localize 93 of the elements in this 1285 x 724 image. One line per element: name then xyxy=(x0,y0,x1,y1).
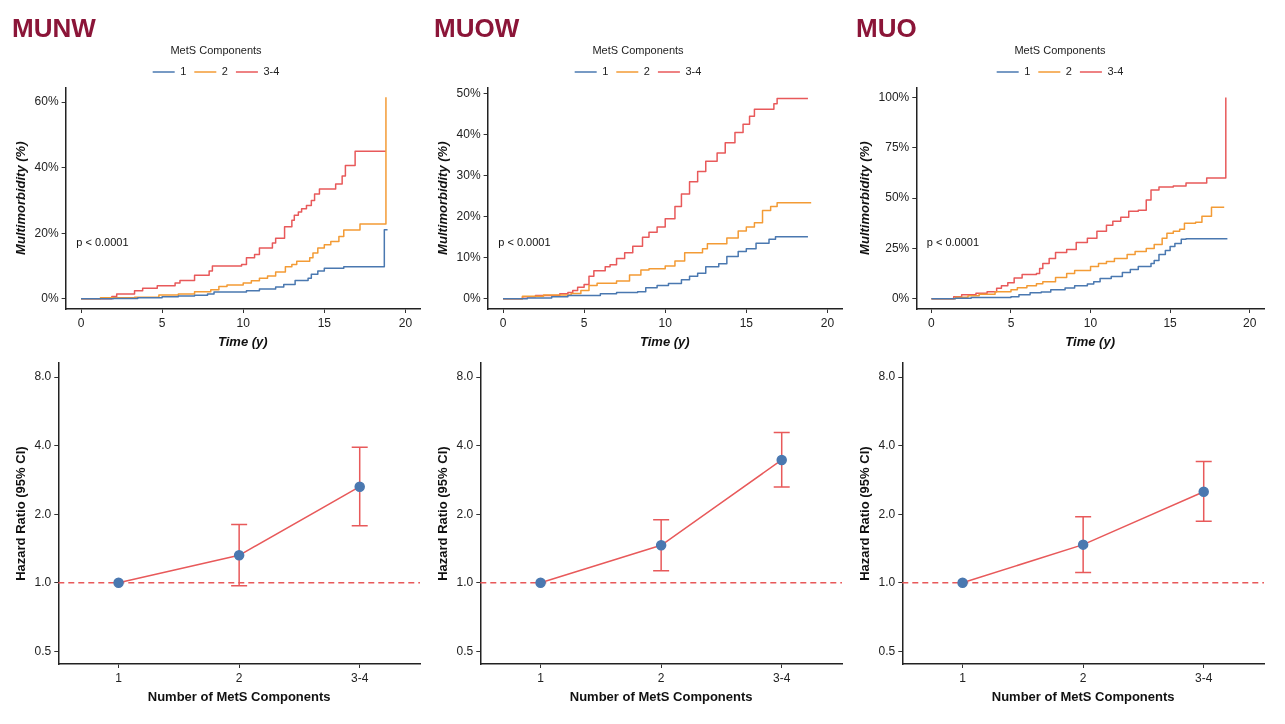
chart-title: MUOW xyxy=(434,12,520,43)
x-tick-label: 5 xyxy=(158,315,166,330)
x-axis-title: Number of MetS Components xyxy=(991,688,1175,704)
x-tick-label: 1 xyxy=(537,670,545,685)
y-tick-label: 50% xyxy=(885,190,910,205)
y-tick-label: 4.0 xyxy=(878,437,896,452)
point xyxy=(354,481,365,492)
point xyxy=(113,577,124,589)
legend-label: 3-4 xyxy=(1107,64,1124,77)
y-tick-label: 8.0 xyxy=(878,369,896,384)
x-tick-label: 0 xyxy=(77,315,85,330)
y-axis-title: Multimorbidity (%) xyxy=(857,141,873,255)
point xyxy=(655,540,667,551)
x-tick-label: 15 xyxy=(1163,315,1178,330)
annotation: p < 0.0001 xyxy=(926,235,980,248)
y-tick-label: 1.0 xyxy=(456,575,474,590)
x-tick-label: 0 xyxy=(499,315,507,330)
y-tick-label: 50% xyxy=(456,85,481,100)
chart-title: MUNW xyxy=(12,12,97,43)
x-axis-title: Number of MetS Components xyxy=(147,688,331,704)
x-tick-label: 2 xyxy=(1079,670,1087,685)
x-tick-label: 20 xyxy=(820,315,835,330)
y-tick-label: 25% xyxy=(885,240,910,255)
x-tick-label: 2 xyxy=(235,670,243,685)
y-tick-label: 20% xyxy=(456,208,481,223)
x-tick-label: 3-4 xyxy=(351,670,369,685)
y-tick-label: 0% xyxy=(41,291,59,306)
x-axis-title: Time (y) xyxy=(1065,333,1115,349)
y-tick-label: 1.0 xyxy=(878,575,896,590)
y-tick-label: 60% xyxy=(34,94,59,109)
x-tick-label: 2 xyxy=(657,670,665,685)
y-tick-label: 0.5 xyxy=(34,643,52,658)
y-tick-label: 0% xyxy=(891,291,910,306)
x-tick-label: 3-4 xyxy=(1195,670,1213,685)
legend-label: 3-4 xyxy=(685,64,702,77)
y-axis-title: Hazard Ratio (95% CI) xyxy=(857,446,873,581)
y-tick-label: 100% xyxy=(878,89,910,104)
x-tick-label: 20 xyxy=(1243,315,1257,330)
x-axis-title: Time (y) xyxy=(640,333,690,349)
legend-title: MetS Components xyxy=(1014,43,1107,56)
x-tick-label: 5 xyxy=(1007,315,1015,330)
y-axis-title: Multimorbidity (%) xyxy=(13,141,29,255)
point xyxy=(535,577,546,589)
legend-label: 3-4 xyxy=(263,64,280,77)
point xyxy=(957,577,968,589)
x-tick-label: 20 xyxy=(398,315,413,330)
x-axis-title: Number of MetS Components xyxy=(569,688,753,704)
point xyxy=(233,550,245,561)
y-tick-label: 2.0 xyxy=(456,506,474,521)
x-tick-label: 1 xyxy=(115,670,123,685)
x-axis-title: Time (y) xyxy=(218,333,268,349)
legend-label: 2 xyxy=(643,64,650,77)
legend-label: 1 xyxy=(602,64,609,77)
legend-label: 2 xyxy=(1065,64,1072,77)
y-tick-label: 2.0 xyxy=(34,506,52,521)
x-tick-label: 5 xyxy=(580,315,588,330)
y-tick-label: 2.0 xyxy=(878,506,896,521)
legend-title: MetS Components xyxy=(170,43,263,56)
chart-title: MUO xyxy=(856,12,917,43)
annotation: p < 0.0001 xyxy=(76,235,129,248)
y-tick-label: 1.0 xyxy=(34,575,52,590)
y-tick-label: 8.0 xyxy=(34,369,52,384)
y-tick-label: 8.0 xyxy=(456,369,474,384)
y-axis-title: Multimorbidity (%) xyxy=(435,141,451,255)
x-tick-label: 1 xyxy=(959,670,967,685)
x-tick-label: 15 xyxy=(739,315,754,330)
y-tick-label: 40% xyxy=(34,160,59,175)
y-tick-label: 30% xyxy=(456,167,481,182)
y-tick-label: 0% xyxy=(463,291,481,306)
legend-label: 1 xyxy=(1024,64,1031,77)
point xyxy=(776,454,787,466)
annotation: p < 0.0001 xyxy=(498,235,551,248)
y-tick-label: 10% xyxy=(456,250,481,265)
x-tick-label: 3-4 xyxy=(773,670,791,685)
x-tick-label: 10 xyxy=(236,315,251,330)
x-tick-label: 15 xyxy=(317,315,332,330)
y-axis-title: Hazard Ratio (95% CI) xyxy=(13,446,29,581)
y-tick-label: 4.0 xyxy=(34,437,52,452)
y-tick-label: 20% xyxy=(34,225,59,240)
legend-label: 2 xyxy=(221,64,228,77)
y-axis-title: Hazard Ratio (95% CI) xyxy=(435,446,451,581)
y-tick-label: 0.5 xyxy=(878,643,896,658)
point xyxy=(1198,486,1209,497)
legend-title: MetS Components xyxy=(592,43,685,56)
y-tick-label: 40% xyxy=(456,126,481,141)
y-tick-label: 0.5 xyxy=(456,643,474,658)
y-tick-label: 75% xyxy=(885,140,910,155)
legend-label: 1 xyxy=(180,64,187,77)
x-tick-label: 0 xyxy=(928,315,936,330)
point xyxy=(1077,539,1089,550)
y-tick-label: 4.0 xyxy=(456,437,474,452)
x-tick-label: 10 xyxy=(658,315,673,330)
x-tick-label: 10 xyxy=(1083,315,1098,330)
